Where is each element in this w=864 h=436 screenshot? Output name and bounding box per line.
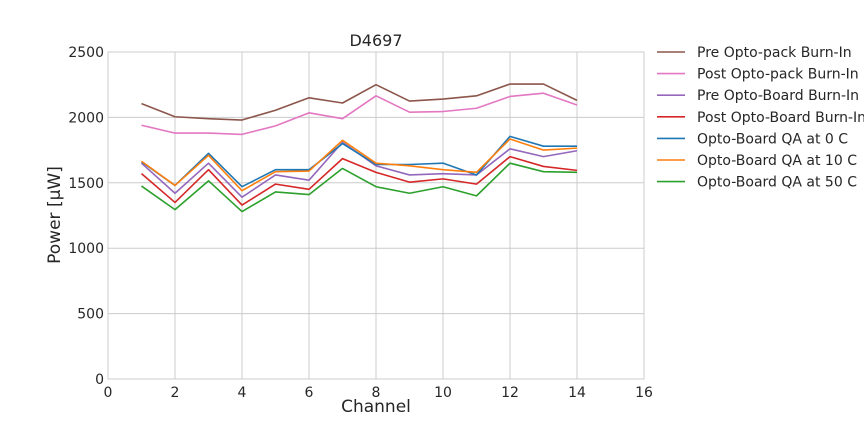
y-tick-label: 2000 (68, 110, 104, 126)
legend-label: Post Opto-pack Burn-In (697, 67, 859, 83)
y-tick-label: 500 (77, 307, 104, 323)
legend-label: Opto-Board QA at 10 C (697, 153, 857, 169)
y-tick-label: 1500 (68, 176, 104, 192)
x-tick-label: 0 (104, 385, 113, 401)
legend-item: Pre Opto-Board Burn-In (657, 88, 859, 104)
legend-item: Opto-Board QA at 0 C (657, 131, 848, 147)
x-tick-label: 8 (372, 385, 381, 401)
y-tick-label: 0 (95, 372, 104, 388)
y-tick-label: 2500 (68, 45, 104, 61)
x-tick-label: 12 (501, 385, 519, 401)
series-line (140, 155, 578, 206)
legend-item: Post Opto-Board Burn-In (657, 110, 864, 126)
x-axis-label: Channel (341, 397, 411, 417)
x-tick-label: 14 (568, 385, 586, 401)
series-line (140, 141, 578, 198)
axis-layer: 0 2 4 6 8 10 12 14 16 0 500 1000 1500 2000 2500 (68, 45, 653, 401)
plot-frame (107, 51, 645, 380)
series-line (141, 162, 578, 213)
x-tick-label: 4 (238, 385, 247, 401)
y-axis-label: Power [μW] (45, 166, 65, 264)
legend-label: Opto-Board QA at 0 C (697, 131, 848, 147)
legend-item: Pre Opto-pack Burn-In (657, 45, 852, 61)
legend-label: Pre Opto-Board Burn-In (697, 88, 859, 104)
x-tick-label: 10 (434, 385, 452, 401)
series-line (141, 138, 578, 192)
legend-label: Post Opto-Board Burn-In (697, 110, 864, 126)
chart-title: D4697 (349, 31, 402, 50)
series-line (141, 92, 578, 136)
series-layer (140, 83, 578, 213)
x-tick-label: 16 (635, 385, 653, 401)
x-tick-label: 6 (305, 385, 314, 401)
legend-label: Pre Opto-pack Burn-In (697, 45, 852, 61)
legend-label: Opto-Board QA at 50 C (697, 175, 857, 191)
legend-item: Opto-Board QA at 10 C (657, 153, 857, 169)
y-tick-label: 1000 (68, 241, 104, 257)
x-tick-label: 2 (171, 385, 180, 401)
legend-item: Post Opto-pack Burn-In (657, 67, 859, 83)
series-line (141, 83, 578, 121)
series-line (141, 135, 577, 188)
legend-item: Opto-Board QA at 50 C (657, 175, 857, 191)
legend: Pre Opto-pack Burn-In Post Opto-pack Burn… (657, 45, 864, 191)
